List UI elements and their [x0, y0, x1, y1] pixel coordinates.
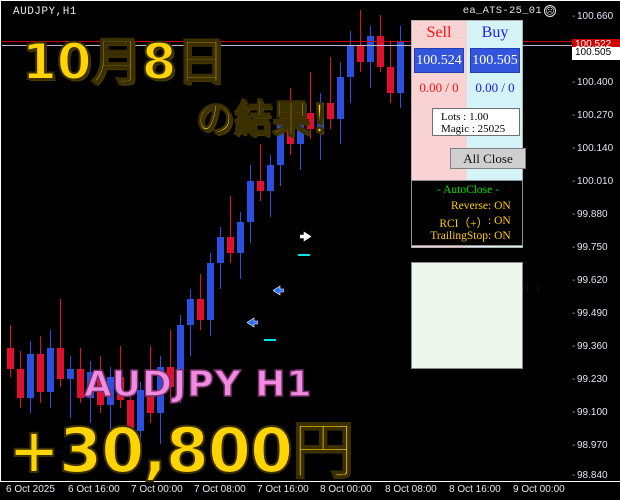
price-tick: -99.100	[572, 407, 608, 418]
time-tick: 9 Oct 00:00	[513, 484, 565, 495]
trade-panel-border	[411, 20, 523, 248]
overlay-pair-text: AUDJPY H1	[83, 363, 313, 406]
price-tick: -99.750	[572, 242, 608, 253]
autoclose-key-reverse: Reverse	[450, 200, 488, 212]
buy-profit-label: 0.00 / 0	[475, 80, 515, 95]
overlay-profit-text: +30,800円	[7, 413, 355, 488]
price-level-line	[2, 45, 572, 47]
autoclose-title: - AutoClose -	[437, 184, 499, 196]
autoclose-value-reverse: : ON	[488, 200, 511, 212]
time-axis[interactable]: 6 Oct 2025 6 Oct 16:00 7 Oct 00:00 7 Oct 08…	[0, 482, 620, 500]
autoclose-value-rci: : ON	[488, 215, 511, 227]
overlay-result-text: の結果！	[195, 96, 349, 142]
lots-magic-box: Lots : 1.00 Magic : 25025	[432, 108, 520, 136]
autoclose-key-trailingstop: TrailingStop	[430, 230, 488, 242]
lots-label: Lots : 1.00	[441, 111, 489, 123]
autoclose-value-trailingstop: : ON	[488, 230, 511, 242]
time-tick: 6 Oct 2025	[6, 484, 55, 495]
sad-face-icon: ☹	[544, 5, 556, 17]
arrow-buy-icon	[273, 285, 284, 296]
time-tick: 7 Oct 08:00	[194, 484, 246, 495]
price-tick: -100.270	[572, 110, 614, 121]
sell-price-button[interactable]: 100.524	[414, 48, 464, 73]
price-tick: -100.660	[572, 11, 614, 22]
time-tick: 8 Oct 08:00	[385, 484, 437, 495]
time-tick: 8 Oct 16:00	[449, 484, 501, 495]
price-tick: -98.840	[572, 470, 608, 481]
price-tick: -98.970	[572, 440, 608, 451]
current-price-label: 100.505	[572, 47, 620, 60]
time-tick: 7 Oct 16:00	[257, 484, 309, 495]
time-tick: 8 Oct 00:00	[320, 484, 372, 495]
time-tick: 6 Oct 16:00	[68, 484, 120, 495]
overlay-date-text: 10月8日	[21, 32, 227, 92]
price-tick: -99.360	[572, 341, 608, 352]
price-tick: -99.620	[572, 275, 608, 286]
time-tick: 7 Oct 00:00	[131, 484, 183, 495]
all-close-button[interactable]: All Close	[450, 148, 526, 169]
buy-price-button[interactable]: 100.505	[470, 48, 520, 73]
ea-name-label: ea_ATS-25_01	[462, 5, 542, 17]
price-tick: -99.880	[572, 209, 608, 220]
symbol-label: AUDJPY,H1	[13, 6, 77, 18]
price-tick: -99.490	[572, 308, 608, 319]
price-tick: -99.230	[572, 374, 608, 385]
price-axis[interactable]: -100.660 -100.400 -100.270 -100.140 -100.010…	[572, 0, 620, 482]
autoclose-key-rci: RCI（+）	[439, 218, 488, 230]
take-profit-line	[264, 339, 276, 341]
price-tick: -100.140	[572, 143, 614, 154]
buy-header: Buy	[481, 24, 509, 41]
take-profit-line	[298, 254, 310, 256]
sell-header: Sell	[426, 24, 452, 41]
price-tick: -100.400	[572, 77, 614, 88]
arrow-sell-icon	[300, 231, 311, 242]
price-level-line	[2, 40, 572, 42]
magic-label: Magic : 25025	[441, 123, 506, 135]
update-score-panel	[411, 262, 523, 369]
arrow-buy-icon	[247, 317, 258, 328]
price-tick: -100.010	[572, 176, 614, 187]
h-label: H: 1	[521, 282, 542, 294]
autoclose-panel: - AutoClose - Reverse : ON RCI（+） : ON T…	[411, 180, 523, 246]
sell-profit-label: 0.00 / 0	[419, 80, 459, 95]
